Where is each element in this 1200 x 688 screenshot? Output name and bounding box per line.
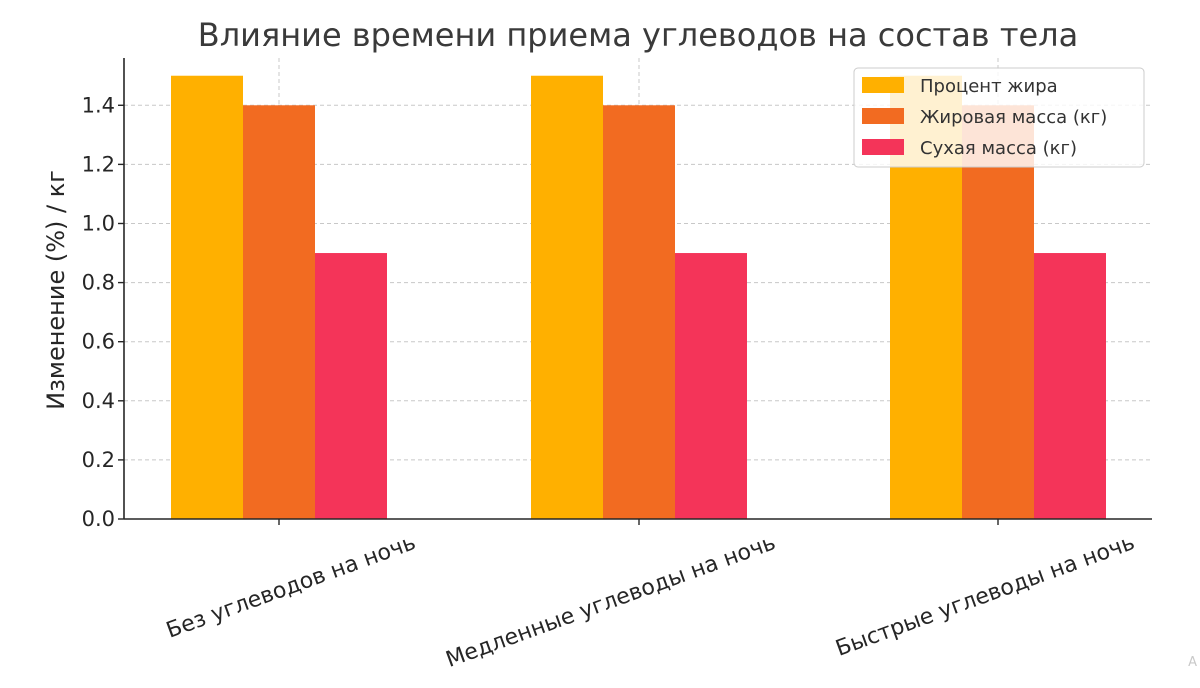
bar — [243, 105, 315, 520]
legend-label: Процент жира — [920, 76, 1058, 97]
y-axis-label: Изменение (%) / кг — [42, 170, 70, 410]
ticks-layer: 0.0 0.2 0.4 0.6 0.8 1.0 1.2 1.4 — [82, 93, 999, 531]
legend-swatch — [862, 108, 904, 124]
category-labels: Без углеводов на ночь Медленные углеводы … — [163, 530, 1138, 673]
y-tick-label: 0.6 — [82, 330, 115, 354]
y-tick-label: 1.2 — [82, 152, 115, 176]
y-tick-label: 0.4 — [82, 389, 115, 413]
y-tick-label: 1.0 — [82, 211, 115, 235]
watermark-text: A — [1188, 655, 1197, 670]
x-tick-label: Без углеводов на ночь — [163, 530, 419, 644]
legend-box — [853, 67, 1145, 168]
x-tick-label: Быстрые углеводы на ночь — [832, 530, 1138, 662]
bars-layer — [171, 75, 1106, 520]
y-tick-label: 0.8 — [82, 271, 115, 295]
legend-label: Жировая масса (кг) — [920, 107, 1107, 128]
legend: Процент жира Жировая масса (кг) Сухая масс… — [853, 67, 1145, 168]
chart-title: Влияние времени приема углеводов на сост… — [198, 16, 1078, 54]
y-tick-label: 0.0 — [82, 507, 115, 531]
bar — [531, 75, 603, 519]
bar — [675, 253, 747, 520]
bar — [962, 105, 1034, 520]
y-tick-label: 0.2 — [82, 448, 115, 472]
bar — [171, 75, 243, 519]
bar — [1034, 253, 1106, 520]
bar — [315, 253, 387, 520]
x-tick-label: Медленные углеводы на ночь — [443, 530, 779, 673]
bar — [603, 105, 675, 520]
legend-swatch — [862, 77, 904, 93]
legend-swatch — [862, 139, 904, 155]
y-tick-label: 1.4 — [82, 93, 115, 117]
legend-label: Сухая масса (кг) — [920, 138, 1077, 159]
axes-layer — [123, 58, 1152, 520]
